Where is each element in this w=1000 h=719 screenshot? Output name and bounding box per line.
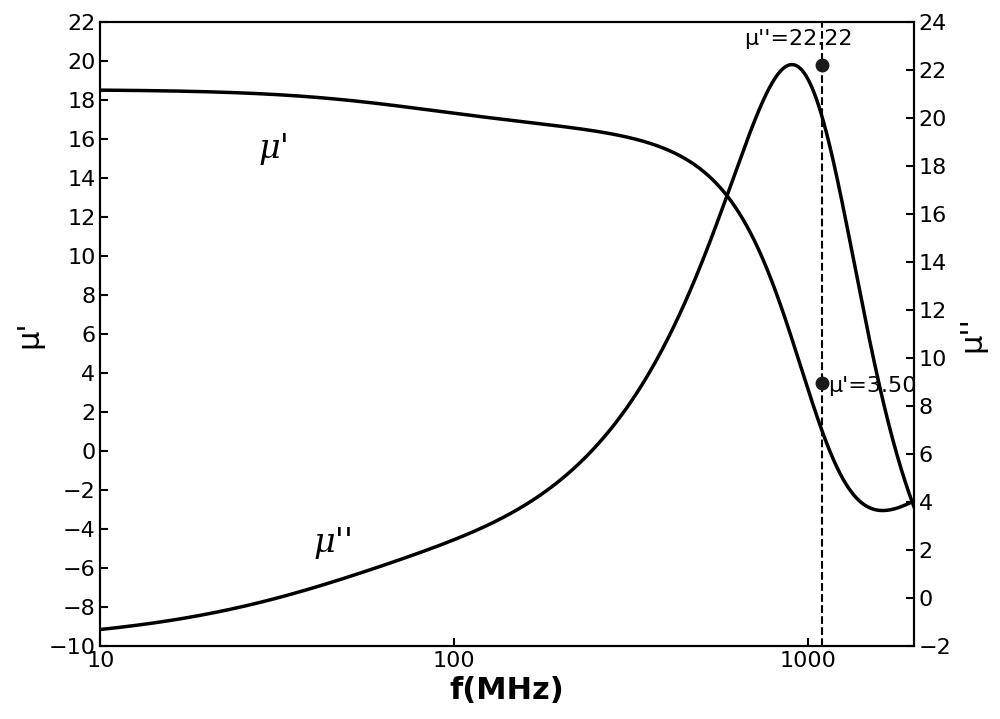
Y-axis label: μ': μ' (14, 320, 43, 347)
Y-axis label: μ'': μ'' (957, 316, 986, 352)
X-axis label: f(MHz): f(MHz) (450, 676, 564, 705)
Text: μ'': μ'' (313, 527, 353, 559)
Text: μ''=22.22: μ''=22.22 (744, 29, 852, 50)
Text: μ'=3.50: μ'=3.50 (828, 376, 917, 396)
Text: μ': μ' (258, 133, 289, 165)
